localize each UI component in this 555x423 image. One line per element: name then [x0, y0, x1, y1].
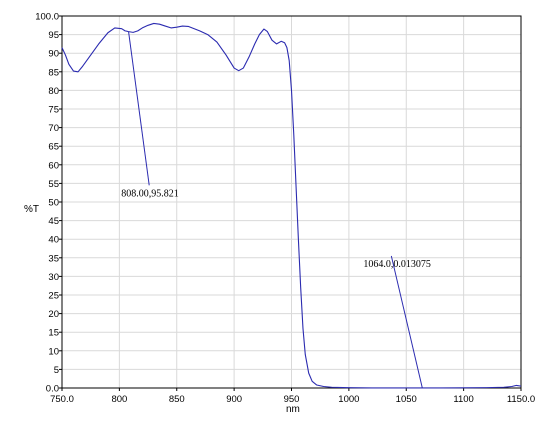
- annotation-label: 1064.0,0.013075: [363, 259, 431, 270]
- y-tick-label: 90: [48, 49, 59, 60]
- annotation-label: 808.00,95.821: [121, 188, 178, 199]
- y-tick-label: 95: [48, 30, 59, 41]
- annotation-leader: [390, 255, 423, 389]
- series-group: [61, 22, 522, 389]
- x-tick-label: 850: [169, 394, 185, 405]
- x-tick-label: 1000: [338, 394, 359, 405]
- y-tick-label: 25: [48, 291, 59, 302]
- annotation-leader: [128, 31, 150, 186]
- x-axis-label: nm: [286, 404, 300, 415]
- y-tick-label: 85: [48, 67, 59, 78]
- x-axis-ticks: 750.0 800 850 900 950 1000 1050 1100 1150.0: [50, 388, 535, 405]
- y-tick-label: 35: [48, 253, 59, 264]
- y-tick-label: 65: [48, 142, 59, 153]
- y-axis-label: %T: [24, 204, 39, 215]
- y-tick-label: 40: [48, 235, 59, 246]
- y-tick-label: 0.0: [46, 384, 59, 395]
- y-tick-label: 100.0: [35, 12, 59, 23]
- x-tick-label: 800: [111, 394, 127, 405]
- series-line: [61, 22, 522, 389]
- annotations: 808.00,95.821 1064.0,0.013075: [121, 31, 431, 389]
- x-tick-label: 950: [284, 394, 300, 405]
- y-tick-label: 50: [48, 198, 59, 209]
- x-tick-label: 1050: [396, 394, 417, 405]
- y-tick-label: 75: [48, 105, 59, 116]
- x-tick-label: 900: [226, 394, 242, 405]
- x-tick-label: 750.0: [50, 394, 74, 405]
- y-tick-label: 80: [48, 86, 59, 97]
- y-tick-label: 70: [48, 123, 59, 134]
- y-tick-label: 20: [48, 309, 59, 320]
- x-tick-label: 1100: [453, 394, 473, 405]
- y-tick-label: 30: [48, 272, 59, 283]
- y-tick-label: 45: [48, 216, 59, 227]
- y-tick-label: 55: [48, 179, 59, 190]
- y-axis-ticks: 0.0 5 10 15 20 25 30 35 40 45 50 55 60 65 70 75 80 85 90 95…: [35, 12, 62, 395]
- y-tick-label: 5: [54, 365, 59, 376]
- y-tick-label: 10: [48, 346, 59, 357]
- y-tick-label: 60: [48, 160, 59, 171]
- x-tick-label: 1150.0: [507, 394, 535, 405]
- grid: [62, 16, 521, 388]
- y-tick-label: 15: [48, 328, 59, 339]
